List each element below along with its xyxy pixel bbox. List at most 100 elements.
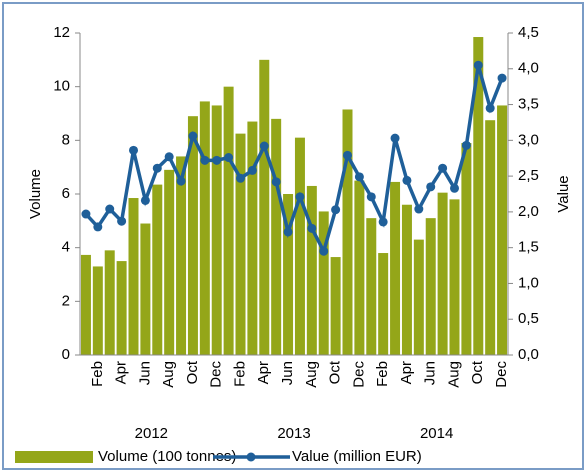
line-marker <box>390 133 400 143</box>
legend-swatch <box>15 451 93 463</box>
bar <box>187 116 198 355</box>
line-marker <box>200 155 210 165</box>
x-tick-label: Aug <box>303 361 320 388</box>
bar <box>449 199 460 355</box>
line-marker <box>129 145 138 155</box>
year-label: 2014 <box>420 425 453 442</box>
bar <box>140 223 151 355</box>
line-marker <box>188 131 198 141</box>
x-tick-label: Feb <box>231 361 248 387</box>
line-marker <box>140 195 150 205</box>
line-marker <box>283 227 293 237</box>
y2-tick-label: 0,5 <box>518 310 539 327</box>
line-marker <box>117 216 127 226</box>
line-marker <box>164 152 174 162</box>
bar <box>199 101 210 355</box>
y-tick-label: 12 <box>53 24 70 41</box>
bar <box>366 218 377 355</box>
y-tick-label: 4 <box>62 239 70 256</box>
bar <box>306 185 317 355</box>
line-marker <box>307 223 317 233</box>
line-marker <box>402 175 412 185</box>
line-marker <box>295 192 305 202</box>
bar <box>80 254 91 355</box>
line-marker <box>271 177 281 187</box>
bar <box>390 181 401 355</box>
legend-label: Value (million EUR) <box>292 448 422 465</box>
y2-axis-label: Value <box>555 175 572 212</box>
y2-tick-label: 1,5 <box>518 239 539 256</box>
x-tick-label: Oct <box>469 360 486 384</box>
bar <box>128 198 139 355</box>
bar <box>152 184 163 355</box>
line-marker <box>343 150 352 160</box>
line-marker <box>378 217 388 227</box>
line-marker <box>247 165 257 175</box>
y2-tick-label: 4,5 <box>518 24 539 41</box>
y2-tick-label: 4,0 <box>518 60 539 77</box>
x-tick-label: Oct <box>327 360 344 384</box>
y2-tick-label: 3,0 <box>518 131 539 148</box>
y-tick-label: 8 <box>62 131 70 148</box>
x-tick-label: Dec <box>208 361 225 388</box>
x-tick-label: Jun <box>279 361 296 385</box>
bar <box>176 156 187 355</box>
x-tick-label: Aug <box>160 361 177 388</box>
bar <box>497 105 508 355</box>
y-tick-label: 2 <box>62 292 70 309</box>
y2-tick-label: 2,0 <box>518 203 539 220</box>
x-tick-label: Oct <box>184 360 201 384</box>
bar <box>223 86 234 356</box>
line-marker <box>366 192 376 202</box>
x-tick-label: Aug <box>445 361 462 388</box>
bar <box>354 180 365 355</box>
bar <box>318 211 329 355</box>
bar <box>92 266 103 355</box>
y2-tick-label: 1,0 <box>518 274 539 291</box>
y2-tick-label: 2,5 <box>518 167 539 184</box>
bar <box>413 239 424 355</box>
line-marker <box>236 173 245 183</box>
y-tick-label: 10 <box>53 78 70 95</box>
bar <box>247 121 258 355</box>
y2-tick-label: 0,0 <box>518 346 539 363</box>
bar <box>104 250 115 355</box>
bar <box>164 169 175 355</box>
line-marker <box>212 155 222 165</box>
x-tick-label: Feb <box>374 361 391 387</box>
line-marker <box>354 172 364 182</box>
line-marker <box>259 141 269 151</box>
bar <box>330 257 341 355</box>
line-marker <box>473 60 483 70</box>
bar <box>401 204 412 355</box>
line-marker <box>414 204 424 214</box>
legend-marker <box>246 452 256 462</box>
line-marker <box>485 103 495 113</box>
line-marker <box>319 246 329 256</box>
x-tick-label: Apr <box>113 361 130 384</box>
line-marker <box>331 205 341 215</box>
line-marker <box>426 182 436 192</box>
bar <box>378 253 389 355</box>
y-tick-label: 0 <box>62 346 70 363</box>
x-tick-label: Apr <box>255 361 272 384</box>
bar <box>461 143 472 355</box>
line-marker <box>93 222 103 232</box>
line-marker <box>105 204 115 214</box>
x-tick-label: Dec <box>493 361 510 388</box>
x-tick-label: Apr <box>398 361 415 384</box>
bar <box>425 218 436 355</box>
x-tick-label: Jun <box>422 361 439 385</box>
bar <box>283 194 294 355</box>
legend-label: Volume (100 tonnes) <box>98 448 236 465</box>
line-marker <box>497 73 507 83</box>
bar <box>437 192 448 355</box>
bar <box>259 59 270 355</box>
bar <box>342 109 353 355</box>
y-tick-label: 6 <box>62 185 70 202</box>
year-label: 2012 <box>135 425 168 442</box>
line-marker <box>152 163 162 173</box>
bar <box>235 133 246 355</box>
bar <box>116 261 127 355</box>
